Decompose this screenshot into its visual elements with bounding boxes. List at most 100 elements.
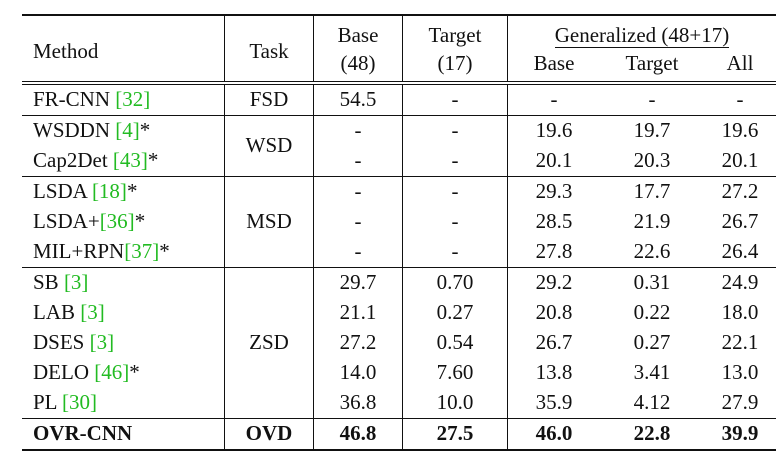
gen-target-cell: 0.27 [633, 330, 671, 355]
gen-all-cell: 18.0 [721, 300, 759, 325]
header-base-line1: Base [313, 14, 403, 50]
method-cell: WSDDN [4]* [22, 115, 225, 146]
method-cell: MIL+RPN[37]* [22, 237, 225, 268]
target-cell: - [402, 81, 508, 116]
base-cell: 46.8 [313, 418, 403, 451]
method-cell: SB [3] [22, 267, 225, 298]
gen-all-cell: 22.1 [721, 330, 759, 355]
citation-link[interactable]: [4] [115, 118, 140, 143]
citation-link[interactable]: [18] [91, 179, 127, 204]
citation-link[interactable]: [32] [115, 87, 151, 112]
citation-link[interactable]: [36] [99, 209, 135, 234]
method-name: LAB [33, 300, 81, 325]
table-row: Cap2Det [43]* - - 20.1 20.3 20.1 [22, 146, 776, 177]
gen-all-cell: 20.1 [721, 148, 759, 173]
target-cell: 0.27 [402, 298, 508, 328]
method-suffix: * [147, 148, 159, 173]
table-row-ours: OVR-CNN OVD 46.8 27.5 46.0 22.8 39.9 [22, 418, 776, 451]
citation-link[interactable]: [46] [94, 360, 130, 385]
table-body: FR-CNN [32] FSD 54.5- - - - WSDDN [4]* WSD - -19.… [22, 81, 776, 451]
gen-base-cell: 20.8 [535, 300, 573, 325]
base-cell: 27.2 [313, 328, 403, 358]
citation-link[interactable]: [3] [89, 330, 115, 355]
citation-link[interactable]: [37] [124, 239, 160, 264]
header-generalized-label: Generalized (48+17) [554, 23, 730, 49]
gen-target-cell: 4.12 [633, 390, 671, 415]
citation-link[interactable]: [30] [61, 390, 97, 415]
target-cell: 0.70 [402, 267, 508, 298]
task-cell: ZSD [224, 267, 314, 419]
header-base-line2: (48) [313, 50, 403, 83]
results-table-container: Method Task Base Target Generalized (48+… [22, 14, 776, 451]
base-cell: - [313, 207, 403, 237]
target-cell: - [402, 237, 508, 268]
method-suffix: * [126, 179, 138, 204]
method-suffix: * [129, 360, 140, 385]
base-cell: - [313, 115, 403, 146]
method-name: PL [33, 390, 62, 415]
citation-link[interactable]: [43] [112, 148, 148, 173]
target-cell: 7.60 [402, 358, 508, 388]
header-task: Task [224, 14, 314, 83]
gen-all-cell: 39.9 [704, 418, 776, 451]
method-cell: LSDA [18]* [22, 176, 225, 207]
header-gen-all: All [726, 51, 754, 76]
method-suffix: * [139, 118, 151, 143]
header-gen-base: Base [533, 51, 575, 76]
results-table: Method Task Base Target Generalized (48+… [22, 14, 776, 451]
table-row: MIL+RPN[37]* - - 27.8 22.6 26.4 [22, 237, 776, 268]
target-cell: - [402, 176, 508, 207]
gen-base-cell: - [507, 81, 600, 116]
gen-base-cell: 26.7 [535, 330, 573, 355]
base-cell: - [313, 237, 403, 268]
header-row-2: (48) (17) Base Target All [22, 50, 776, 83]
header-row-1: Method Task Base Target Generalized (48+… [22, 14, 776, 83]
method-cell: DELO [46]* [22, 358, 225, 388]
gen-target-cell: 22.6 [633, 239, 671, 264]
table-row: SB [3] ZSD 29.7 0.70 29.2 0.31 24.9 [22, 267, 776, 419]
table-row: WSDDN [4]* WSD - -19.6 19.7 19.6 [22, 115, 776, 177]
base-cell: 36.8 [313, 388, 403, 419]
method-cell: DSES [3] [22, 328, 225, 358]
gen-base-cell: 35.9 [535, 390, 573, 415]
base-cell: 14.0 [313, 358, 403, 388]
gen-target-cell: 3.41 [633, 360, 671, 385]
gen-base-cell: 28.5 [535, 209, 573, 234]
header-target-line2: (17) [402, 50, 508, 83]
base-cell: - [313, 146, 403, 177]
task-cell: OVD [224, 418, 314, 451]
gen-all-cell: 24.9 [704, 267, 776, 298]
table-row: FR-CNN [32] FSD 54.5- - - - [22, 81, 776, 116]
method-name: MIL+RPN [33, 239, 125, 264]
gen-all-cell: 13.0 [721, 360, 759, 385]
gen-base-cell: 13.8 [535, 360, 573, 385]
method-name: FR-CNN [33, 87, 116, 112]
target-cell: - [402, 115, 508, 146]
gen-base-cell: 19.6 [507, 115, 600, 146]
task-cell: WSD [224, 115, 314, 177]
method-cell: LSDA+[36]* [22, 207, 225, 237]
method-cell: PL [30] [22, 388, 225, 419]
citation-link[interactable]: [3] [80, 300, 105, 325]
table-row: DELO [46]* 14.0 7.60 13.8 3.41 13.0 [22, 358, 776, 388]
table-row: LSDA [18]* MSD - -29.3 17.7 27.2 [22, 176, 776, 268]
gen-target-cell: 0.22 [633, 300, 671, 325]
method-name: LSDA [33, 179, 92, 204]
gen-all-cell: 27.9 [721, 390, 759, 415]
gen-all-cell: 19.6 [704, 115, 776, 146]
method-suffix: * [134, 209, 146, 234]
gen-target-cell: 22.8 [600, 418, 704, 451]
gen-all-cell: 26.7 [721, 209, 759, 234]
gen-target-cell: 17.7 [600, 176, 704, 207]
table-row: LSDA+[36]* - - 28.5 21.9 26.7 [22, 207, 776, 237]
table-row: PL [30] 36.8 10.0 35.9 4.12 27.9 [22, 388, 776, 419]
method-cell: Cap2Det [43]* [22, 146, 225, 177]
gen-target-cell: 19.7 [600, 115, 704, 146]
table-row: DSES [3] 27.2 0.54 26.7 0.27 22.1 [22, 328, 776, 358]
method-cell: OVR-CNN [22, 418, 225, 451]
method-name: LSDA+ [33, 209, 100, 234]
table-row: LAB [3] 21.1 0.27 20.8 0.22 18.0 [22, 298, 776, 328]
base-cell: 29.7 [313, 267, 403, 298]
method-name: SB [33, 270, 64, 295]
citation-link[interactable]: [3] [63, 270, 89, 295]
